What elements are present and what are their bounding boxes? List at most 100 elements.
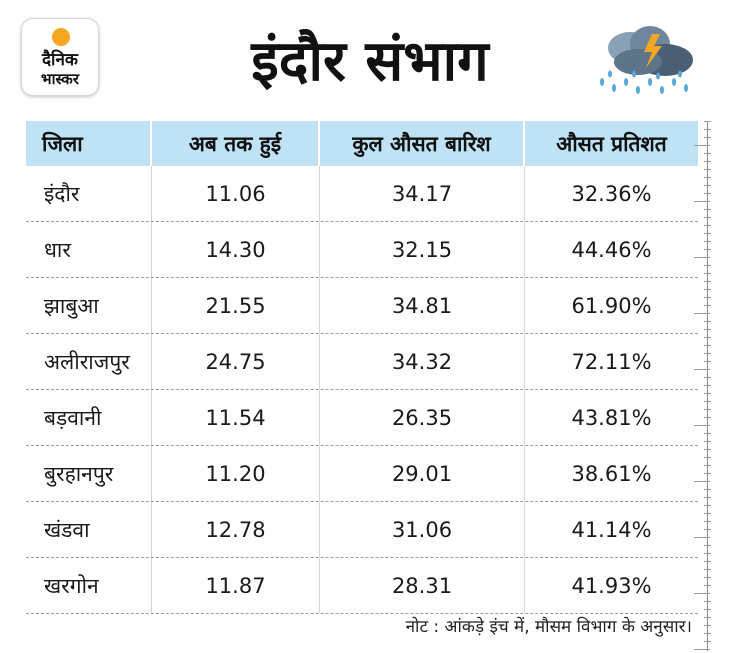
- percent-cell: 44.46%: [571, 237, 652, 262]
- ruler-tick: [704, 233, 711, 234]
- ruler-tick: [704, 609, 711, 610]
- ruler-tick: [704, 561, 711, 562]
- footnote: नोट : आंकड़े इंच में, मौसम विभाग के अनुस…: [405, 617, 692, 637]
- table-row: खरगोन 11.87 28.31 41.93%: [26, 558, 698, 614]
- ruler-tick: [704, 137, 711, 138]
- logo-sun-dot: [52, 28, 70, 46]
- ruler-tick: [704, 185, 711, 186]
- ruler-tick: [704, 433, 711, 434]
- header-average-percent: औसत प्रतिशत: [556, 131, 667, 156]
- ruler-tick: [704, 273, 711, 274]
- logo-text-line2: भास्कर: [41, 70, 79, 88]
- rain-so-far-cell: 11.20: [152, 446, 320, 501]
- ruler-tick: [704, 361, 711, 362]
- rain-so-far-cell: 12.78: [152, 502, 320, 557]
- district-cell: खरगोन: [26, 558, 152, 613]
- percent-cell: 61.90%: [571, 293, 652, 318]
- ruler-tick: [704, 601, 711, 602]
- district-cell: झाबुआ: [26, 278, 152, 333]
- ruler-tick: [704, 401, 711, 402]
- ruler-tick: [704, 209, 711, 210]
- table-header: जिला अब तक हुई कुल औसत बारिश औसत प्रतिशत: [26, 121, 698, 166]
- percent-cell: 41.14%: [571, 517, 652, 542]
- logo-text-line1: दैनिक: [42, 50, 78, 70]
- total-average-cell: 28.31: [320, 558, 525, 613]
- ruler-tick: [694, 649, 710, 650]
- rainfall-table: जिला अब तक हुई कुल औसत बारिश औसत प्रतिशत…: [26, 121, 698, 614]
- header-total-average-rain: कुल औसत बारिश: [320, 121, 525, 166]
- ruler-tick: [694, 537, 710, 538]
- table-row: बुरहानपुर 11.20 29.01 38.61%: [26, 446, 698, 502]
- ruler-tick: [704, 153, 711, 154]
- rain-so-far-cell: 11.87: [152, 558, 320, 613]
- rain-so-far-cell: 24.75: [152, 334, 320, 389]
- ruler-tick: [694, 593, 710, 594]
- ruler-tick: [704, 569, 711, 570]
- ruler-tick: [704, 281, 711, 282]
- ruler-tick: [704, 417, 711, 418]
- ruler-tick: [694, 145, 710, 146]
- ruler-tick: [704, 441, 711, 442]
- ruler-tick: [704, 297, 711, 298]
- ruler-decoration: [694, 121, 714, 651]
- ruler-tick: [704, 489, 711, 490]
- ruler-tick: [704, 193, 711, 194]
- ruler-tick: [704, 617, 711, 618]
- ruler-tick: [704, 321, 711, 322]
- ruler-tick: [704, 545, 711, 546]
- ruler-tick: [704, 553, 711, 554]
- ruler-tick: [704, 161, 711, 162]
- ruler-tick: [704, 625, 711, 626]
- ruler-tick: [704, 129, 711, 130]
- ruler-tick: [694, 425, 710, 426]
- ruler-tick: [704, 177, 711, 178]
- total-average-cell: 29.01: [320, 446, 525, 501]
- percent-cell: 32.36%: [571, 181, 652, 206]
- ruler-tick: [704, 505, 711, 506]
- ruler-tick: [694, 257, 710, 258]
- ruler-tick: [704, 265, 711, 266]
- ruler-tick: [704, 377, 711, 378]
- ruler-tick: [704, 217, 711, 218]
- rain-so-far-cell: 11.06: [152, 166, 320, 221]
- district-cell: इंदौर: [26, 166, 152, 221]
- ruler-tick: [704, 577, 711, 578]
- ruler-tick: [694, 369, 710, 370]
- ruler-tick: [704, 169, 711, 170]
- ruler-tick: [704, 329, 711, 330]
- ruler-tick: [704, 585, 711, 586]
- ruler-tick: [704, 473, 711, 474]
- table-row: धार 14.30 32.15 44.46%: [26, 222, 698, 278]
- header-rain-so-far: अब तक हुई: [152, 121, 320, 166]
- ruler-tick: [704, 529, 711, 530]
- ruler-tick: [694, 481, 710, 482]
- ruler-tick: [704, 249, 711, 250]
- table-row: बड़वानी 11.54 26.35 43.81%: [26, 390, 698, 446]
- ruler-tick: [694, 313, 710, 314]
- district-cell: धार: [26, 222, 152, 277]
- rain-so-far-cell: 11.54: [152, 390, 320, 445]
- table-row: झाबुआ 21.55 34.81 61.90%: [26, 278, 698, 334]
- ruler-tick: [704, 305, 711, 306]
- ruler-tick: [704, 121, 711, 122]
- total-average-cell: 32.15: [320, 222, 525, 277]
- ruler-tick: [704, 641, 711, 642]
- dainik-bhaskar-logo: दैनिक भास्कर: [21, 18, 99, 96]
- ruler-tick: [704, 345, 711, 346]
- ruler-tick: [704, 225, 711, 226]
- percent-cell: 72.11%: [571, 349, 652, 374]
- percent-cell: 41.93%: [571, 573, 652, 598]
- ruler-spine: [707, 121, 708, 651]
- total-average-cell: 34.32: [320, 334, 525, 389]
- district-cell: बुरहानपुर: [26, 446, 152, 501]
- district-cell: खंडवा: [26, 502, 152, 557]
- page-title: इंदौर संभाग: [251, 29, 489, 94]
- rain-so-far-cell: 21.55: [152, 278, 320, 333]
- total-average-cell: 34.81: [320, 278, 525, 333]
- total-average-cell: 31.06: [320, 502, 525, 557]
- ruler-tick: [704, 289, 711, 290]
- table-row: इंदौर 11.06 34.17 32.36%: [26, 166, 698, 222]
- percent-cell: 38.61%: [571, 461, 652, 486]
- ruler-tick: [704, 337, 711, 338]
- ruler-tick: [704, 465, 711, 466]
